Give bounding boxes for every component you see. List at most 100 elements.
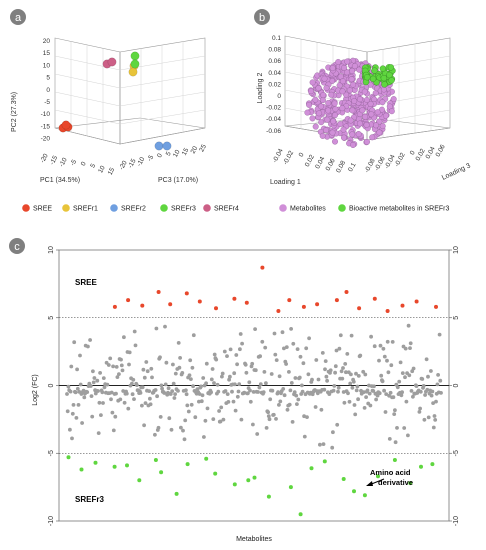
metabolite-ns-point xyxy=(314,358,319,362)
metabolite-ns-point xyxy=(182,437,187,442)
metabolite-ns-point xyxy=(408,341,413,346)
metabolite-ns-point xyxy=(387,437,392,441)
metabolite-ns-point xyxy=(430,389,435,394)
metabolite-ns-point xyxy=(117,372,121,376)
metabolite-ns-point xyxy=(130,392,135,397)
metabolite-ns-point xyxy=(65,409,70,414)
sree-enriched-point xyxy=(357,306,362,311)
metabolite-ns-point xyxy=(362,390,366,394)
metabolite-ns-point xyxy=(356,397,360,402)
metabolite-ns-point xyxy=(130,381,134,386)
metabolite-ns-point xyxy=(287,402,292,407)
metabolite-point xyxy=(337,121,344,128)
metabolite-ns-point xyxy=(261,390,266,394)
srefr3-enriched-point xyxy=(392,458,397,462)
pca-point-srefr3 xyxy=(130,51,140,61)
metabolite-ns-point xyxy=(388,390,393,395)
metabolite-ns-point xyxy=(99,413,103,417)
srefr3-enriched-point xyxy=(266,494,271,499)
srefr3-enriched-point xyxy=(298,512,303,517)
metabolite-point xyxy=(356,66,363,73)
metabolite-ns-point xyxy=(197,399,201,404)
metabolite-ns-point xyxy=(163,324,167,329)
sree-enriched-point xyxy=(400,303,405,308)
metabolite-point xyxy=(331,100,338,107)
metabolite-ns-point xyxy=(253,368,258,373)
metabolite-ns-point xyxy=(148,402,153,407)
metabolite-ns-point xyxy=(230,389,234,394)
srefr3-enriched-point xyxy=(288,485,293,490)
metabolite-ns-point xyxy=(406,433,410,438)
metabolite-ns-point xyxy=(418,389,423,394)
metabolite-ns-point xyxy=(262,370,267,374)
metabolite-ns-point xyxy=(425,387,430,392)
metabolite-ns-point xyxy=(273,352,278,357)
srefr3-enriched-point xyxy=(185,462,190,467)
metabolite-ns-point xyxy=(119,363,124,368)
panel-a-letter: a xyxy=(15,12,22,24)
metabolite-ns-point xyxy=(343,362,348,366)
loading3-tick-label: -0.02 xyxy=(394,151,407,168)
metabolite-ns-point xyxy=(97,400,102,405)
metabolite-ns-point xyxy=(223,389,228,393)
pc1-tick-label: 10 xyxy=(97,164,107,174)
bioactive-point xyxy=(371,67,378,74)
metabolite-ns-point xyxy=(411,394,415,399)
srefr3-enriched-point xyxy=(66,455,71,460)
metabolite-ns-point xyxy=(300,389,305,394)
metabolite-ns-point xyxy=(199,384,203,389)
metabolite-ns-point xyxy=(255,432,260,436)
metabolite-ns-point xyxy=(244,370,249,375)
metabolite-ns-point xyxy=(414,384,419,388)
metabolite-ns-point xyxy=(266,414,271,418)
metabolite-ns-point xyxy=(122,400,127,405)
metabolite-ns-point xyxy=(264,381,268,386)
panel-b-loading-plot: b 0.10.080.060.040.020-0.02-0.04-0.06 -0… xyxy=(254,9,472,213)
metabolite-ns-point xyxy=(280,330,285,335)
metabolite-ns-point xyxy=(203,418,208,423)
metabolite-ns-point xyxy=(162,391,167,395)
metabolite-ns-point xyxy=(173,392,178,396)
metabolite-ns-point xyxy=(400,371,405,375)
legend-swatch-sree xyxy=(22,204,30,212)
metabolite-ns-point xyxy=(332,384,337,388)
metabolite-ns-point xyxy=(188,358,193,363)
metabolite-ns-point xyxy=(333,370,337,375)
metabolite-ns-point xyxy=(141,367,146,372)
metabolite-ns-point xyxy=(300,383,304,388)
metabolite-ns-point xyxy=(364,395,368,399)
sree-enriched-point xyxy=(434,304,438,309)
metabolite-ns-point xyxy=(407,373,412,378)
metabolite-ns-point xyxy=(423,393,427,397)
legend-label-srefr3: SREFr3 xyxy=(171,206,196,213)
panel-c-reference-lines xyxy=(59,317,449,454)
srefr3-enriched-point xyxy=(430,462,435,467)
srefr3-enriched-point xyxy=(112,464,117,469)
metabolite-ns-point xyxy=(409,389,414,393)
metabolite-ns-point xyxy=(290,420,295,424)
metabolite-ns-point xyxy=(148,396,152,401)
metabolite-ns-point xyxy=(421,384,426,388)
metabolite-ns-point xyxy=(75,386,80,391)
metabolite-ns-point xyxy=(170,389,175,393)
metabolite-ns-point xyxy=(105,382,110,387)
metabolite-ns-point xyxy=(399,393,404,398)
bioactive-point xyxy=(364,74,371,81)
metabolite-ns-point xyxy=(233,382,237,387)
metabolite-ns-point xyxy=(74,416,79,420)
metabolite-ns-point xyxy=(82,395,87,400)
metabolite-ns-point xyxy=(358,353,363,358)
metabolite-ns-point xyxy=(350,385,355,390)
metabolite-ns-point xyxy=(250,361,255,366)
metabolite-ns-point xyxy=(65,392,69,396)
metabolite-ns-point xyxy=(369,334,373,339)
metabolite-ns-point xyxy=(354,371,358,376)
metabolite-ns-point xyxy=(301,361,306,366)
metabolite-ns-point xyxy=(100,390,105,395)
bioactive-point xyxy=(381,81,388,88)
metabolite-ns-point xyxy=(109,390,114,395)
metabolite-ns-point xyxy=(435,382,440,387)
metabolite-ns-point xyxy=(267,417,272,422)
metabolite-ns-point xyxy=(113,414,118,419)
